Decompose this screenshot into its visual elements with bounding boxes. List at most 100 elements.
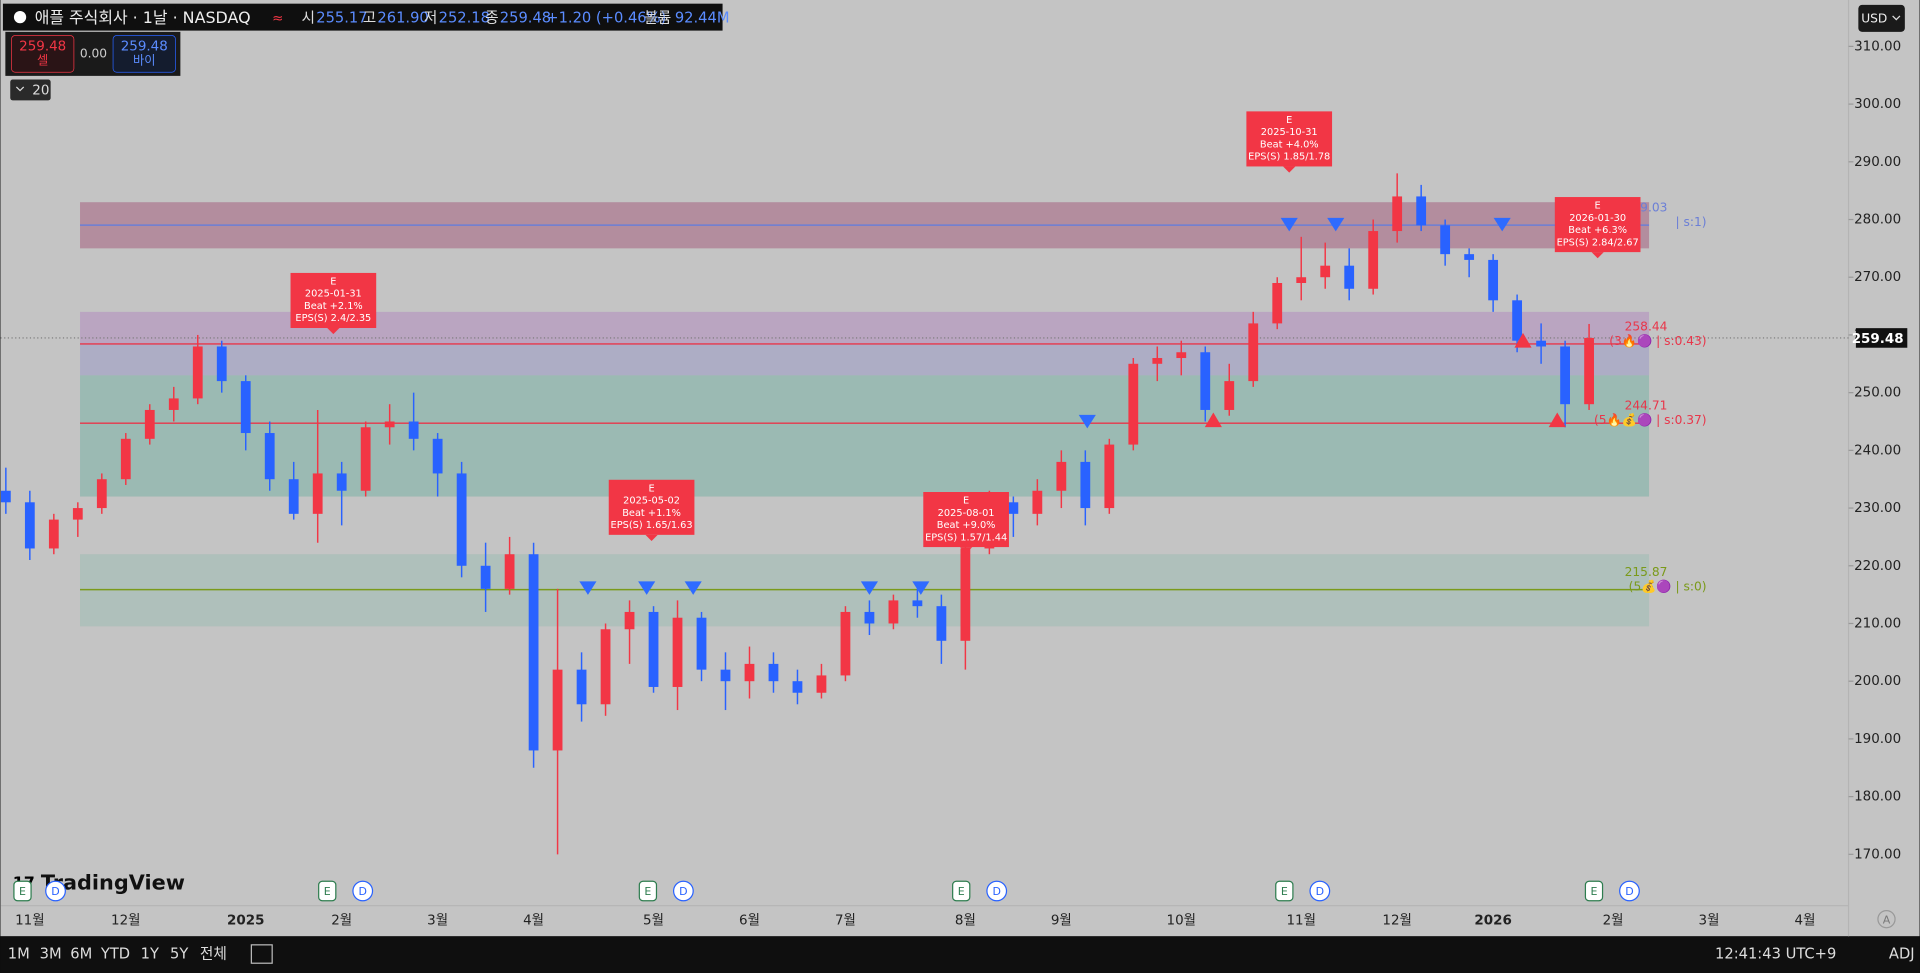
auto-scale-circle[interactable]: [1877, 909, 1896, 929]
earnings-box: [1554, 197, 1641, 253]
volume-label: 볼륨: [644, 9, 671, 26]
range-button[interactable]: YTD: [100, 946, 130, 963]
earnings-label: E: [1595, 201, 1601, 212]
range-button[interactable]: 1Y: [141, 946, 159, 963]
earnings-date: 2025-10-31: [1261, 127, 1318, 138]
dividend-event[interactable]: [45, 880, 66, 902]
candle-body: [960, 548, 971, 641]
earnings-event[interactable]: [952, 880, 971, 902]
range-button[interactable]: 1M: [8, 946, 30, 963]
dividend-event-label: D: [1316, 885, 1324, 898]
candle-body: [816, 675, 827, 693]
candle-body: [312, 473, 323, 514]
range-button[interactable]: 전체: [200, 946, 227, 963]
earnings-event[interactable]: [318, 880, 337, 902]
candle-body: [624, 611, 635, 630]
range-button[interactable]: 3M: [40, 946, 62, 963]
candle-body: [240, 381, 251, 434]
earnings-event[interactable]: [1584, 880, 1604, 902]
low-value: 252.18: [439, 9, 490, 26]
x-tick-label: 9월: [1051, 912, 1072, 928]
candle-body: [648, 611, 659, 687]
buy-button[interactable]: [112, 35, 176, 73]
x-tick-label: 4월: [1795, 912, 1816, 928]
indicator-toggle[interactable]: [10, 79, 51, 101]
earnings-eps: EPS(S) 2.84/2.67: [1557, 237, 1639, 248]
earnings-beat: Beat +9.0%: [937, 520, 996, 531]
x-tick-label: 2025: [227, 913, 264, 928]
dividend-event[interactable]: [1309, 880, 1331, 902]
earnings-box: [1246, 111, 1333, 167]
signal-down: [684, 581, 702, 595]
signal-down: [1493, 217, 1511, 232]
dividend-event[interactable]: [986, 880, 1008, 902]
y-tick-label: 230.00: [1854, 501, 1901, 516]
level-price: 258.44: [1625, 319, 1668, 333]
range-button[interactable]: 5Y: [170, 946, 188, 963]
candle-body: [888, 600, 899, 624]
candle-body: [600, 629, 611, 705]
earnings-pointer: [645, 534, 658, 541]
earnings-event-label: E: [324, 885, 331, 898]
earnings-pointer: [327, 328, 340, 335]
chevron: [1892, 15, 1901, 21]
level-price: 215.87: [1625, 565, 1668, 579]
y-tick-label: 310.00: [1854, 39, 1901, 54]
dividend-event[interactable]: [352, 880, 374, 902]
earnings-box: [923, 492, 1009, 548]
y-tick-label: 290.00: [1854, 155, 1901, 170]
dividend-event-label: D: [51, 885, 59, 898]
earnings-event-label: E: [1281, 885, 1288, 898]
x-tick-label: 5월: [643, 912, 664, 928]
earnings-event[interactable]: [638, 880, 658, 902]
candle-body: [1008, 502, 1019, 514]
sell-price: 259.48: [19, 40, 66, 55]
y-tick-label: 280.00: [1854, 213, 1901, 228]
level-price: 244.71: [1625, 399, 1668, 413]
candle-body: [528, 554, 539, 751]
earnings-event-label: E: [19, 885, 26, 898]
bottom-toolbar: [0, 936, 1920, 973]
y-tick-label: 250.00: [1854, 386, 1901, 401]
dividend-event[interactable]: [672, 880, 694, 902]
level-note: (3🔥🟣 | s:0.43): [1609, 333, 1706, 348]
low-label: 저: [424, 9, 438, 26]
candle-body: [288, 479, 299, 514]
candle-body: [192, 346, 203, 399]
x-tick-label: 11월: [15, 912, 44, 928]
candle-body: [408, 421, 419, 439]
candle-body: [456, 473, 467, 566]
sell-button[interactable]: [11, 35, 75, 73]
dividend-event[interactable]: [1619, 880, 1640, 902]
range-button[interactable]: 6M: [70, 946, 92, 963]
candle-body: [1056, 461, 1067, 491]
y-tick-label: 170.00: [1854, 847, 1901, 862]
adjust[interactable]: ADJ: [1889, 946, 1915, 963]
earnings-label: E: [1286, 115, 1292, 126]
earnings-event[interactable]: [1275, 880, 1294, 902]
candle-body: [144, 409, 155, 439]
level-note: | s:1): [1676, 215, 1707, 229]
earnings-pointer: [1283, 166, 1296, 173]
open-value: 255.17: [316, 9, 367, 26]
buy-price: 259.48: [121, 40, 168, 55]
high-value: 261.90: [377, 9, 428, 26]
x-tick-label: 3월: [1699, 912, 1720, 928]
symbol-name[interactable]: 애플 주식회사 · 1날 · NASDAQ: [35, 8, 251, 27]
candle-body: [1200, 352, 1211, 410]
date-range-icon[interactable]: [250, 944, 273, 964]
earnings-event[interactable]: [13, 880, 32, 902]
candle-body: [768, 663, 779, 682]
symbol-icon: [13, 11, 27, 24]
signal-down: [1280, 217, 1298, 232]
x-tick-label: 3월: [427, 912, 448, 928]
currency-button[interactable]: [1858, 4, 1905, 32]
dividend-event-label: D: [679, 885, 687, 898]
earnings-event-label: E: [644, 885, 651, 898]
y-tick-label: 240.00: [1854, 443, 1901, 458]
earnings-label: E: [648, 483, 654, 494]
candle-body: [1296, 277, 1307, 283]
candle-body: [1440, 225, 1451, 255]
candle-body: [1512, 300, 1523, 341]
x-tick-label: 12월: [111, 912, 140, 928]
